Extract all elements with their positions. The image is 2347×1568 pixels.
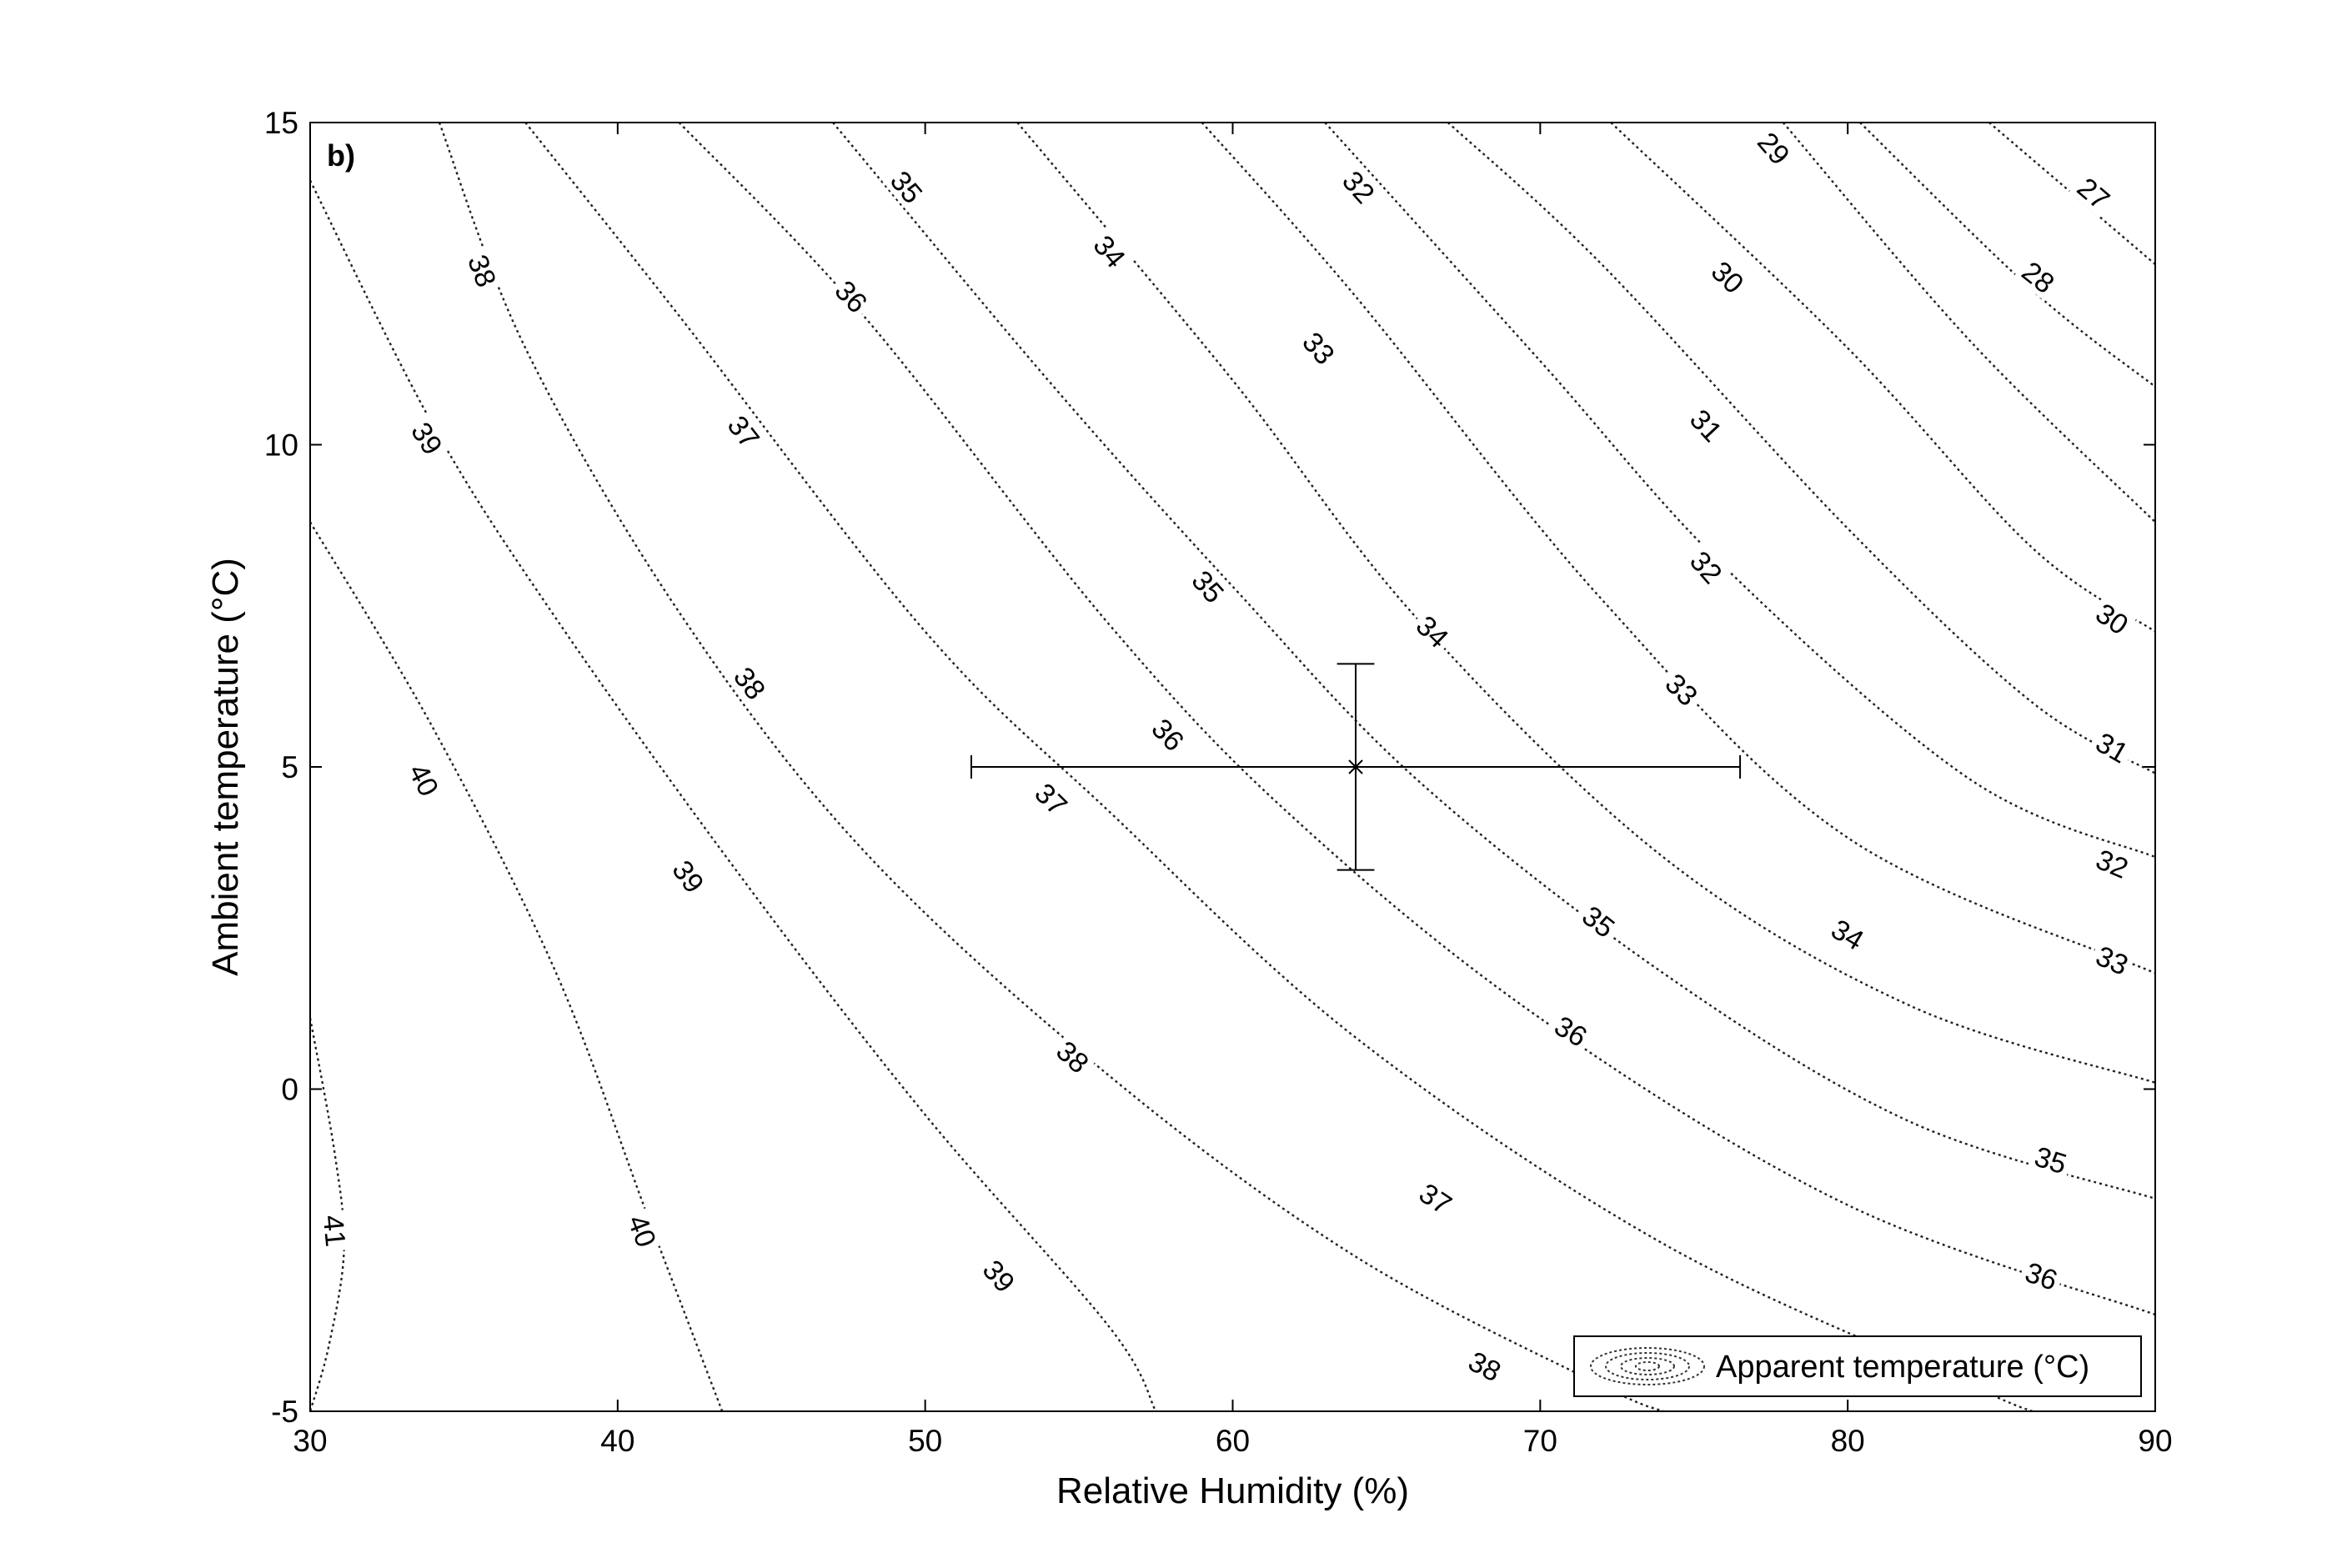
contour-line-41: [308, 1018, 345, 1412]
contour-line-34: [1016, 122, 2156, 1084]
contour-label-bg: [2017, 1255, 2066, 1297]
contour-label-bg: [318, 1209, 352, 1253]
contour-layer: [308, 122, 2156, 1413]
mean-point-marker: [1348, 759, 1363, 774]
x-axis-title: Relative Humidity (%): [1056, 1470, 1409, 1511]
contour-label-bg: [1026, 774, 1076, 824]
contour-line-31: [1447, 122, 2156, 774]
contour-label-bg: [1657, 664, 1707, 714]
contour-label-bg: [1823, 911, 1873, 958]
y-tick-label: 0: [281, 1073, 298, 1107]
contour-line-37: [524, 122, 2033, 1413]
legend-ellipse: [1635, 1361, 1660, 1371]
contour-legend-icon: [1590, 1347, 1705, 1385]
x-tick-label: 90: [2138, 1424, 2172, 1458]
contour-label-bg: [882, 162, 931, 213]
contour-label-bg: [2088, 842, 2137, 885]
contour-label-bg: [1681, 400, 1732, 451]
x-tick-label: 40: [600, 1424, 634, 1458]
contour-label-bg: [1183, 561, 1233, 612]
legend-ellipse: [1590, 1347, 1705, 1385]
axis-ticks: 30 40 50 60 70 80 90 -5 0 5 10 15: [264, 106, 2173, 1458]
contour-label-bg: [1749, 123, 1798, 173]
contour-line-27: [1988, 122, 2156, 266]
contour-label-bg: [974, 1250, 1024, 1301]
y-tick-label: -5: [271, 1395, 298, 1429]
y-axis-title: Ambient temperature (°C): [205, 558, 246, 976]
contour-label-bg: [1143, 709, 1193, 760]
contour-label-bg: [2087, 594, 2138, 643]
contour-label-bg: [2013, 253, 2064, 302]
legend: Apparent temperature (°C): [1573, 1335, 2142, 1397]
contour-label-bg: [1334, 162, 1384, 213]
contour-label-bg: [1573, 897, 1624, 946]
contour-label-bg: [2087, 724, 2138, 771]
contour-line-30: [1610, 122, 2156, 633]
contour-label-bg: [1546, 1008, 1597, 1055]
error-crosshair: [970, 663, 1742, 871]
contour-line-40: [308, 521, 724, 1412]
contour-label-bg: [1460, 1343, 1510, 1390]
contour-label-bg: [401, 754, 447, 804]
x-tick-label: 80: [1831, 1424, 1865, 1458]
legend-ellipse: [1605, 1352, 1690, 1380]
contour-label-bg: [826, 271, 876, 322]
legend-box: [1573, 1335, 2142, 1397]
contour-label-bg: [1682, 542, 1731, 593]
contour-label-41: 41: [317, 1214, 351, 1248]
contour-label-bg: [1085, 226, 1135, 277]
contour-line-35: [832, 122, 2156, 1200]
contour-line-36: [678, 122, 2156, 1316]
y-tick-label: 10: [264, 428, 298, 463]
contour-label-bg: [1294, 323, 1344, 373]
contour-label-bg: [725, 658, 775, 709]
contour-line-29: [1782, 122, 2156, 524]
contour-line-33: [1201, 122, 2156, 974]
contour-label-bg: [664, 851, 713, 902]
contour-label-bg: [404, 413, 451, 463]
contour-label-bg: [720, 406, 768, 457]
contour-label-bg: [620, 1206, 664, 1255]
contour-label-bg: [2027, 1140, 2074, 1180]
legend-ellipse: [1620, 1357, 1675, 1375]
y-tick-label: 5: [281, 750, 298, 784]
contour-label-bg: [2069, 168, 2119, 218]
panel-label: b): [327, 138, 355, 173]
contour-label-bg: [1407, 607, 1458, 657]
contour-label-bg: [461, 246, 504, 295]
contour-label-bg: [2088, 938, 2137, 983]
contour-label-bg: [1410, 1175, 1461, 1223]
contour-label-bg: [1047, 1032, 1098, 1082]
x-tick-label: 70: [1523, 1424, 1557, 1458]
legend-label: Apparent temperature (°C): [1716, 1350, 2089, 1385]
x-tick-label: 60: [1216, 1424, 1250, 1458]
x-tick-label: 50: [908, 1424, 942, 1458]
contour-label-bg: [1703, 252, 1753, 303]
y-tick-label: 15: [264, 106, 298, 140]
x-tick-label: 30: [293, 1424, 327, 1458]
contour-line-38: [438, 122, 1664, 1413]
